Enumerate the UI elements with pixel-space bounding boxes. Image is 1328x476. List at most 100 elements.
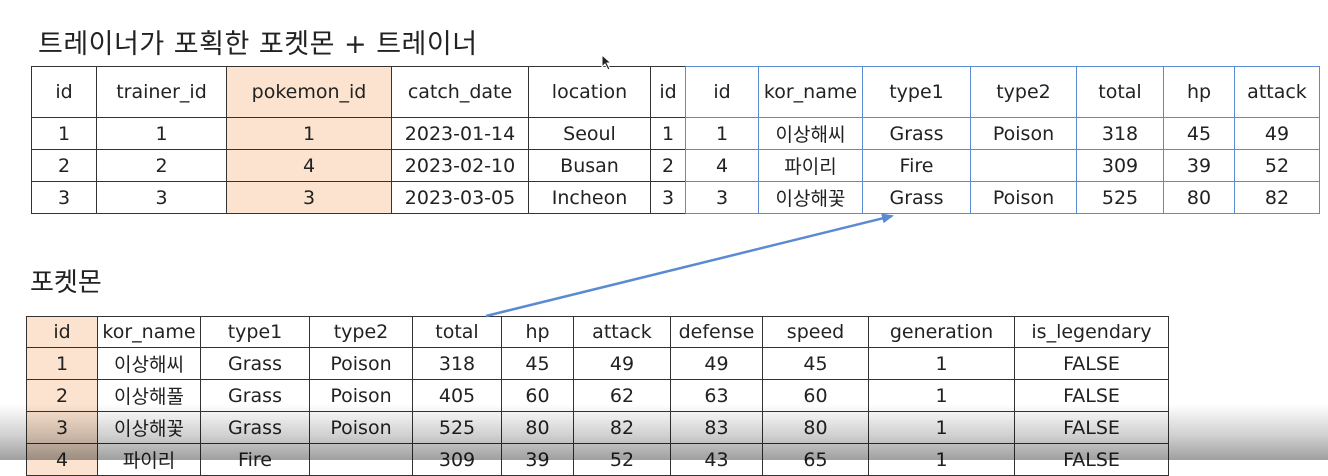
table-cell: 3 xyxy=(31,181,97,214)
table-cell: 525 xyxy=(1076,181,1164,214)
table-row: 2 2 4 2023-02-10 Busan 2 xyxy=(31,149,686,182)
page-title: 트레이너가 포획한 포켓몬 + 트레이너 xyxy=(38,29,478,60)
table-cell: 45 xyxy=(1163,117,1235,150)
table-cell: 82 xyxy=(1234,181,1320,214)
column-header: type1 xyxy=(862,66,971,118)
table-cell: 49 xyxy=(573,347,671,380)
table-cell: 파이리 xyxy=(758,149,863,182)
table-cell: Poison xyxy=(970,181,1077,214)
table-cell: 45 xyxy=(762,347,869,380)
table-cell: 63 xyxy=(670,379,763,412)
table-cell: 2023-01-14 xyxy=(391,117,529,150)
column-header: is_legendary xyxy=(1014,316,1169,348)
table-cell xyxy=(970,149,1077,182)
table-cell: FALSE xyxy=(1014,379,1169,412)
table-cell: 45 xyxy=(501,347,574,380)
column-header: location xyxy=(528,66,651,118)
table-cell: Incheon xyxy=(528,181,651,214)
table-cell: Grass xyxy=(200,347,310,380)
column-header: pokemon_id xyxy=(226,66,392,118)
table-cell: Poison xyxy=(309,379,413,412)
column-header: type2 xyxy=(970,66,1077,118)
table-cell: 3 xyxy=(685,181,759,214)
table-cell: 1 xyxy=(868,411,1015,444)
table-row: 3 3 3 2023-03-05 Incheon 3 xyxy=(31,181,686,214)
column-header: kor_name xyxy=(758,66,863,118)
table-cell: Busan xyxy=(528,149,651,182)
table-row: 1 1 1 2023-01-14 Seoul 1 xyxy=(31,117,686,150)
table-cell: Grass xyxy=(200,411,310,444)
column-header: type2 xyxy=(309,316,413,348)
table-cell: 1 xyxy=(26,347,98,380)
table-cell: 1 xyxy=(31,117,97,150)
table-cell: Grass xyxy=(862,181,971,214)
column-header: generation xyxy=(868,316,1015,348)
table-cell: 1 xyxy=(650,117,686,150)
table-cell: 1 xyxy=(685,117,759,150)
bottom-fade-overlay xyxy=(0,404,1328,460)
column-header: type1 xyxy=(200,316,310,348)
table-cell: 3 xyxy=(96,181,227,214)
table-cell: 4 xyxy=(226,149,392,182)
table-cell: 405 xyxy=(412,379,502,412)
column-header: id xyxy=(685,66,759,118)
mouse-cursor-icon xyxy=(601,54,613,71)
column-header: attack xyxy=(573,316,671,348)
table-cell: 2 xyxy=(26,379,98,412)
table-cell: 2 xyxy=(650,149,686,182)
table-cell: 49 xyxy=(1234,117,1320,150)
table-row: 3 이상해꽃 Grass Poison 525 80 82 xyxy=(685,181,1320,214)
column-header: id xyxy=(26,316,98,348)
column-header: id xyxy=(650,66,686,118)
table-row: 1 이상해씨 Grass Poison 318 45 49 49 45 1 FA… xyxy=(26,347,1169,380)
joined-pokemon-overlay-table: id kor_name type1 type2 total hp attack … xyxy=(685,66,1320,214)
table-cell: 3 xyxy=(26,411,98,444)
table-cell: 49 xyxy=(670,347,763,380)
table-cell: 2 xyxy=(96,149,227,182)
table-cell: Fire xyxy=(862,149,971,182)
table-cell: 525 xyxy=(412,411,502,444)
column-header: catch_date xyxy=(391,66,529,118)
table-cell: 318 xyxy=(1076,117,1164,150)
table-cell: Grass xyxy=(862,117,971,150)
table-cell: 이상해꽃 xyxy=(758,181,863,214)
column-header: speed xyxy=(762,316,869,348)
table-cell: 52 xyxy=(1234,149,1320,182)
table-cell: 80 xyxy=(1163,181,1235,214)
column-header: total xyxy=(1076,66,1164,118)
section-title: 포켓몬 xyxy=(30,268,102,298)
table-cell: 60 xyxy=(501,379,574,412)
column-header: defense xyxy=(670,316,763,348)
column-header: id xyxy=(31,66,97,118)
table-cell: 이상해씨 xyxy=(758,117,863,150)
table-cell: 2 xyxy=(31,149,97,182)
table-header-row: id trainer_id pokemon_id catch_date loca… xyxy=(31,66,686,118)
table-cell: FALSE xyxy=(1014,411,1169,444)
table-cell: 2023-02-10 xyxy=(391,149,529,182)
table-cell: 1 xyxy=(868,347,1015,380)
table-cell: 2023-03-05 xyxy=(391,181,529,214)
table-cell: Poison xyxy=(309,347,413,380)
column-header: trainer_id xyxy=(96,66,227,118)
table-cell: 83 xyxy=(670,411,763,444)
table-cell: 39 xyxy=(1163,149,1235,182)
table-cell: FALSE xyxy=(1014,347,1169,380)
table-row: 1 이상해씨 Grass Poison 318 45 49 xyxy=(685,117,1320,150)
table-cell: 80 xyxy=(762,411,869,444)
catch-table: id trainer_id pokemon_id catch_date loca… xyxy=(31,66,686,214)
table-cell: Seoul xyxy=(528,117,651,150)
table-cell: 309 xyxy=(1076,149,1164,182)
table-cell: 3 xyxy=(226,181,392,214)
table-cell: 1 xyxy=(226,117,392,150)
table-header-row: id kor_name type1 type2 total hp attack xyxy=(685,66,1320,118)
table-row: 3 이상해꽃 Grass Poison 525 80 82 83 80 1 FA… xyxy=(26,411,1169,444)
table-cell: Poison xyxy=(970,117,1077,150)
column-header: hp xyxy=(501,316,574,348)
table-header-row: id kor_name type1 type2 total hp attack … xyxy=(26,316,1169,348)
column-header: attack xyxy=(1234,66,1320,118)
column-header: kor_name xyxy=(97,316,201,348)
column-header: hp xyxy=(1163,66,1235,118)
table-cell: 3 xyxy=(650,181,686,214)
table-cell: 4 xyxy=(685,149,759,182)
column-header: total xyxy=(412,316,502,348)
